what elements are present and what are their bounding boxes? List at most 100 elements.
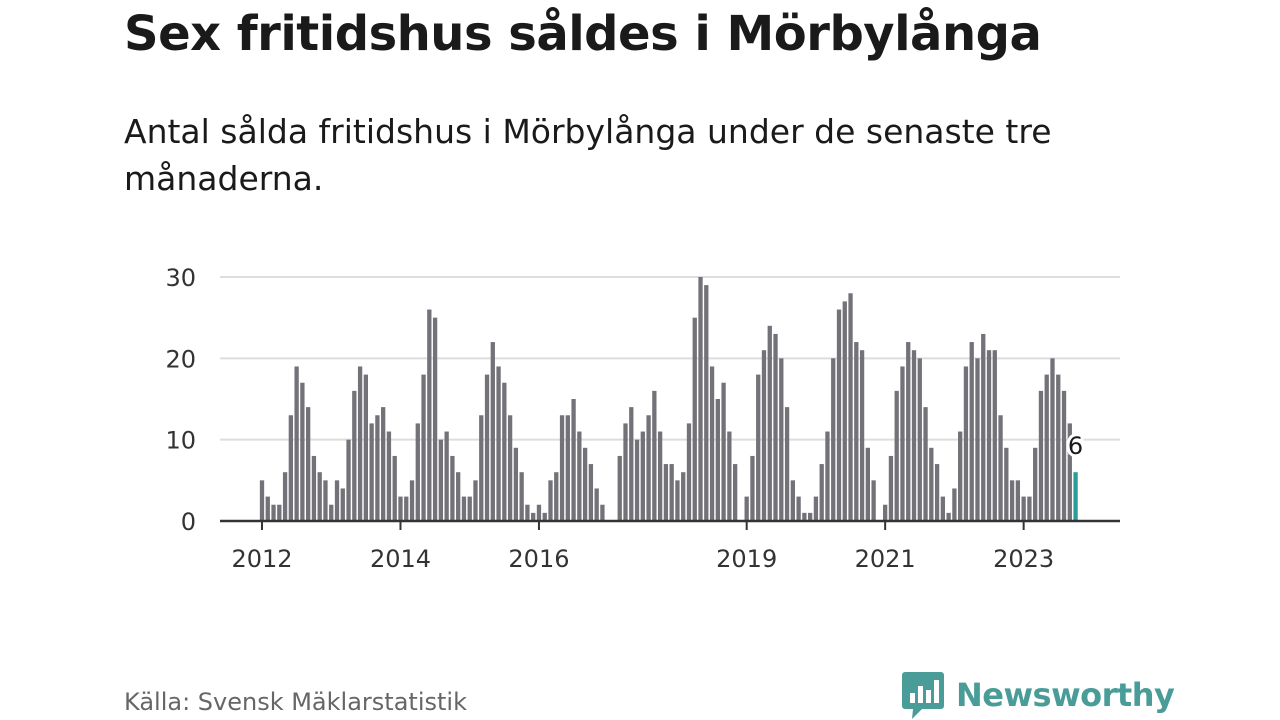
bar-2022-10: [1004, 447, 1009, 521]
x-tick-label: 2012: [231, 545, 292, 573]
bar-2019-07: [779, 358, 784, 521]
bar-2013-11: [386, 431, 392, 521]
bar-2014-01: [398, 496, 403, 521]
bar-2019-05: [767, 325, 772, 521]
bar-2012-02: [265, 496, 270, 521]
bar-2018-05: [698, 277, 703, 521]
bar-2012-01: [259, 480, 265, 521]
bar-2021-09: [929, 447, 934, 521]
last-value-label: 6: [1068, 432, 1083, 460]
bar-2013-08: [369, 423, 374, 521]
bar-2020-06: [842, 301, 847, 521]
bar-2018-11: [732, 464, 738, 521]
bar-2019-09: [790, 480, 795, 521]
bar-2022-01: [952, 488, 957, 521]
bar-2012-04: [277, 504, 282, 521]
bar-2022-05: [975, 358, 980, 521]
bar-2017-03: [617, 455, 622, 521]
bar-2012-09: [306, 407, 311, 521]
bar-2019-10: [796, 496, 801, 521]
bar-2021-08: [923, 407, 928, 521]
bar-2012-11: [317, 472, 322, 521]
bar-2020-03: [825, 431, 830, 521]
bar-2015-12: [531, 512, 536, 521]
bar-2017-09: [652, 390, 657, 521]
bar-2014-08: [438, 439, 444, 521]
bar-2023-03: [1033, 447, 1038, 521]
bar-2015-01: [467, 496, 472, 521]
bar-2022-11: [1009, 480, 1015, 521]
bar-2019-08: [784, 407, 790, 521]
bar-2012-03: [271, 504, 276, 521]
bar-2023-09: [1067, 423, 1072, 521]
bar-2020-07: [848, 293, 853, 521]
bar-2019-04: [761, 350, 767, 521]
bar-2013-06: [357, 366, 363, 521]
y-axis-labels: 0 10 20 30: [165, 264, 196, 536]
bar-2015-04: [484, 374, 490, 521]
bar-2019-11: [802, 512, 807, 521]
bar-2021-04: [900, 366, 905, 521]
bar-2016-06: [565, 415, 570, 521]
bar-2022-12: [1015, 480, 1021, 521]
bar-2021-07: [917, 358, 922, 521]
bar-2023-10: [1073, 472, 1078, 521]
bar-2014-10: [450, 455, 455, 521]
bar-2023-01: [1021, 496, 1026, 521]
bar-2015-05: [490, 342, 495, 521]
bar-2021-05: [906, 342, 911, 521]
bar-2018-09: [721, 382, 726, 521]
bar-2014-09: [444, 431, 449, 521]
bar-chart: 0 10 20 30 2012 2014 2016 2019 2021 2023 6: [165, 264, 1120, 573]
bar-2020-09: [859, 350, 865, 521]
bar-2022-02: [958, 431, 963, 521]
brand-name: Newsworthy: [956, 676, 1175, 714]
bar-2013-05: [352, 390, 357, 521]
bar-2016-12: [600, 504, 605, 521]
x-tick-label: 2014: [370, 545, 431, 573]
bar-2014-12: [461, 496, 467, 521]
bar-2013-02: [334, 480, 340, 521]
bar-2022-04: [969, 342, 974, 521]
bar-2018-04: [692, 317, 697, 521]
bar-2012-08: [300, 382, 305, 521]
bar-2021-12: [946, 512, 951, 521]
newsworthy-logo: Newsworthy: [902, 670, 1175, 720]
bar-2019-01: [744, 496, 749, 521]
bar-2016-04: [554, 472, 559, 521]
bar-2016-02: [542, 512, 547, 521]
x-tick-label: 2016: [508, 545, 569, 573]
x-axis-ticks: 2012 2014 2016 2019 2021 2023: [231, 521, 1054, 573]
y-tick-label: 20: [165, 345, 196, 373]
bar-2019-03: [756, 374, 761, 521]
bar-2017-05: [629, 407, 634, 521]
bar-2020-10: [865, 447, 870, 521]
bar-2015-09: [513, 447, 519, 521]
bar-2012-06: [288, 415, 293, 521]
bar-2018-10: [727, 431, 732, 521]
bar-2021-01: [883, 504, 888, 521]
bar-2017-06: [634, 439, 640, 521]
bar-2022-08: [992, 350, 997, 521]
bar-2020-02: [819, 464, 824, 521]
bar-2021-10: [934, 464, 940, 521]
chart-title: Sex fritidshus såldes i Mörbylånga: [124, 6, 1042, 62]
bar-2021-06: [911, 350, 917, 521]
bar-2014-07: [432, 317, 438, 521]
bar-2014-05: [421, 374, 426, 521]
bar-2014-02: [404, 496, 409, 521]
bar-2015-11: [525, 504, 530, 521]
bar-2018-01: [675, 480, 680, 521]
bar-2022-07: [986, 350, 992, 521]
bar-2015-07: [502, 382, 507, 521]
bar-2013-04: [346, 439, 351, 521]
bar-2020-08: [854, 342, 859, 521]
bar-2022-06: [981, 333, 986, 521]
bar-2020-04: [831, 358, 836, 521]
bar-2014-03: [409, 480, 415, 521]
bar-2022-09: [998, 415, 1003, 521]
bar-2020-01: [813, 496, 819, 521]
bar-2023-06: [1050, 358, 1055, 521]
bar-2016-07: [571, 399, 576, 521]
bar-2018-08: [715, 399, 720, 521]
